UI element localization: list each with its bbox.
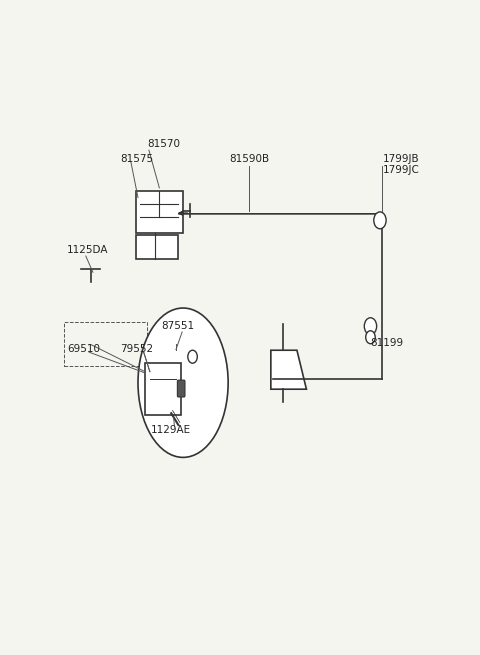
FancyBboxPatch shape	[136, 191, 183, 233]
FancyBboxPatch shape	[136, 234, 179, 259]
Circle shape	[366, 331, 375, 344]
Text: 81199: 81199	[371, 338, 404, 348]
Text: 81570: 81570	[147, 139, 180, 149]
Text: 69510: 69510	[67, 344, 100, 354]
Circle shape	[188, 350, 197, 364]
Text: 1125DA: 1125DA	[67, 245, 108, 255]
Text: 79552: 79552	[120, 344, 154, 354]
Text: 1129AE: 1129AE	[151, 424, 191, 435]
Circle shape	[374, 212, 386, 229]
Polygon shape	[271, 350, 306, 389]
FancyBboxPatch shape	[178, 380, 185, 397]
Text: 81575: 81575	[120, 154, 154, 164]
Ellipse shape	[138, 308, 228, 457]
Text: 87551: 87551	[162, 322, 195, 331]
Text: 1799JB: 1799JB	[383, 154, 419, 164]
Circle shape	[364, 318, 377, 335]
FancyBboxPatch shape	[145, 364, 180, 415]
Text: 81590B: 81590B	[229, 154, 270, 164]
Text: 1799JC: 1799JC	[383, 165, 419, 175]
